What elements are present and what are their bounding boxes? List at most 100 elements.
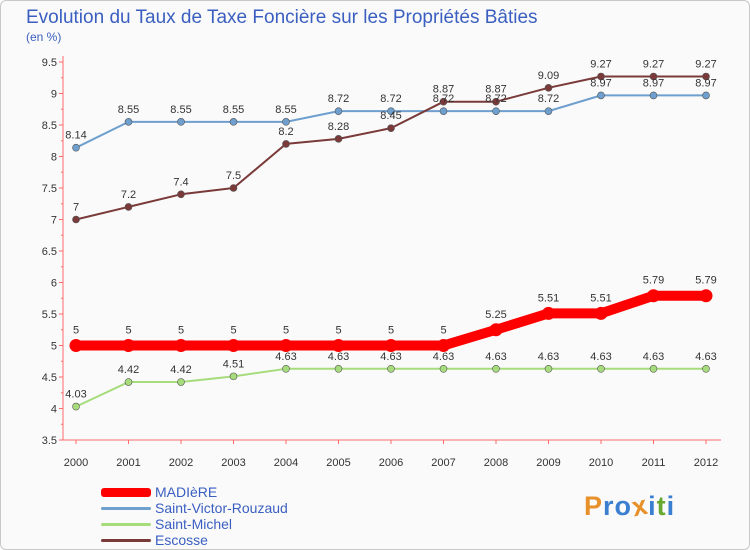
data-point [229,184,238,192]
legend-item: Saint-Michel [101,516,288,532]
legend: MADIèRE Saint-Victor-Rouzaud Saint-Michel E… [101,484,288,548]
data-point [72,143,80,152]
data-label: 8.97 [643,77,664,89]
x-tick-label: 2005 [326,457,350,469]
data-point [124,378,133,386]
data-point [492,107,500,115]
data-point [492,97,500,106]
data-point [597,91,605,100]
data-label: 4.63 [590,351,611,363]
x-tick-label: 2001 [116,457,140,469]
data-point [174,339,188,352]
data-point [544,107,553,115]
logo-letter: i [648,491,657,521]
y-tick-label: 5 [51,341,57,353]
data-point [702,365,710,373]
data-label: 8.87 [485,84,506,96]
data-label: 8.72 [538,93,559,105]
data-point [384,339,398,352]
logo-letter: r [603,491,615,521]
data-point [649,91,658,100]
data-point [492,365,500,373]
data-point [72,402,80,411]
data-point [282,140,290,148]
data-label: 4.63 [538,351,559,363]
data-point [387,124,395,132]
legend-label: Escosse [155,532,208,548]
logo-letter: i [666,491,676,521]
data-label: 4.63 [328,351,349,363]
x-tick-label: 2008 [484,457,508,469]
proxiti-logo: Proxiti [584,490,676,523]
data-label: 8.55 [118,104,139,116]
data-label: 7.2 [121,189,136,201]
data-label: 5 [230,325,236,337]
y-tick-label: 6 [51,278,57,290]
data-label: 9.27 [695,58,716,70]
data-label: 8.97 [590,77,611,89]
data-label: 5.79 [695,275,716,287]
data-point [177,378,185,386]
data-point [544,84,553,92]
legend-label: Saint-Victor-Rouzaud [155,500,288,516]
data-label: 7.5 [226,170,241,182]
logo-letter: t [656,491,667,521]
logo-letter: o [614,491,633,521]
data-point [649,72,658,81]
data-label: 8.28 [328,121,349,133]
data-label: 5.51 [590,292,611,304]
data-point [439,97,448,106]
y-tick-label: 4.5 [42,372,57,384]
legend-item: Escosse [101,532,288,548]
chart-title: Evolution du Taux de Taxe Foncière sur l… [26,7,538,28]
data-label: 4.63 [485,351,506,363]
y-tick-label: 5.5 [42,309,57,321]
data-label: 8.87 [433,84,454,96]
data-point [597,72,605,81]
y-tick-label: 6.5 [42,246,57,258]
data-point [229,372,238,381]
x-tick-label: 2011 [642,457,666,469]
legend-swatch [101,506,151,510]
data-label: 5.51 [538,292,559,304]
data-point [702,72,710,81]
legend-label: Saint-Michel [155,516,233,532]
data-point [69,339,83,352]
data-point [597,365,605,373]
data-point [227,339,240,352]
data-point [177,190,185,199]
data-label: 4.63 [275,351,296,363]
data-label: 8.72 [328,93,349,105]
x-tick-label: 2007 [431,457,455,469]
data-label: 4.63 [380,351,401,363]
series-layer [69,72,713,411]
data-point [649,365,658,373]
legend-swatch [101,522,151,526]
data-label: 7.4 [173,176,188,188]
y-tick-label: 8.5 [42,120,57,132]
data-label: 9.27 [590,58,611,70]
legend-item: MADIèRE [101,484,288,500]
data-label: 8.72 [433,93,454,105]
data-label: 8.55 [275,104,296,116]
x-tick-label: 2004 [274,457,298,469]
data-label: 5 [335,325,341,337]
logo-letter: P [584,491,604,521]
data-label: 8.2 [278,126,293,138]
data-point [439,365,448,373]
legend-label: MADIèRE [155,484,218,500]
data-point [122,339,135,352]
legend-swatch [101,487,151,497]
y-tick-label: 3.5 [42,435,57,447]
data-label: 4.51 [223,358,244,370]
data-point [124,118,133,126]
y-tick-label: 9 [51,89,57,101]
data-label: 5.79 [643,275,664,287]
data-label: 8.97 [695,77,716,89]
data-label: 5 [388,325,394,337]
x-tick-label: 2012 [694,457,718,469]
data-label: 8.55 [170,104,191,116]
data-point [332,339,345,352]
x-tick-label: 2000 [64,457,88,469]
